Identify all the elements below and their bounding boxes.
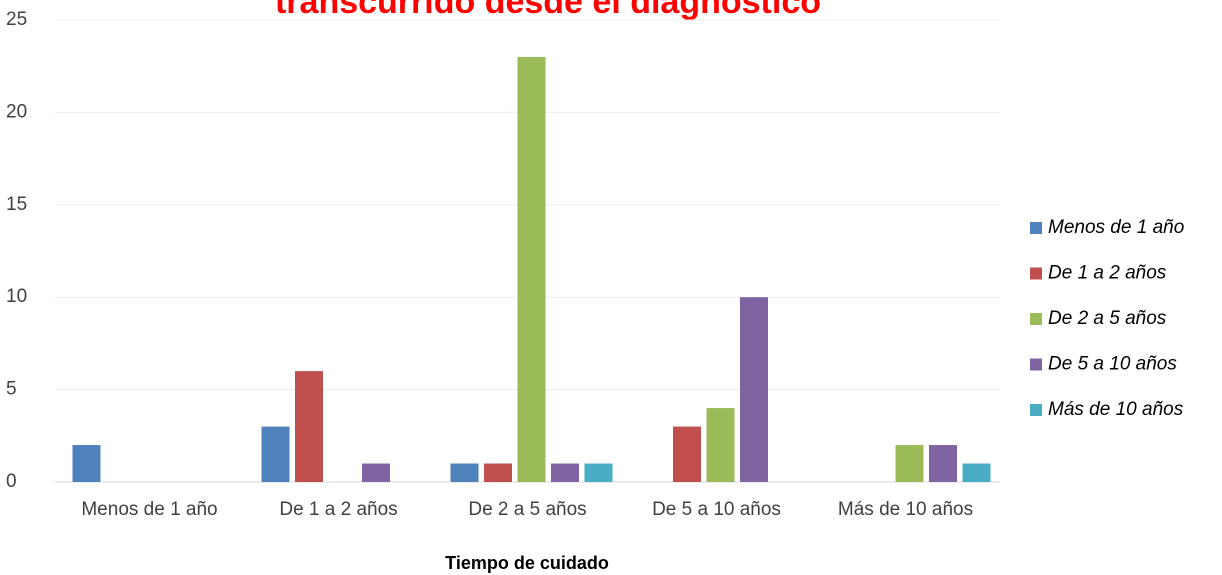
y-tick-label: 10 — [6, 286, 27, 307]
legend-swatch — [1030, 222, 1042, 234]
legend-label: De 1 a 2 años — [1048, 263, 1167, 284]
bar — [551, 463, 579, 482]
legend-swatch — [1030, 404, 1042, 416]
x-tick-label: Menos de 1 año — [81, 499, 217, 520]
bar — [484, 463, 512, 482]
y-tick-label: 25 — [6, 9, 27, 30]
y-tick-label: 5 — [6, 379, 17, 400]
bar — [673, 426, 701, 482]
legend-swatch — [1030, 358, 1042, 371]
bar — [895, 445, 924, 482]
bar — [740, 297, 768, 482]
y-tick-label: 0 — [6, 471, 17, 492]
legend-label: De 5 a 10 años — [1048, 354, 1177, 375]
bar — [362, 463, 390, 482]
y-tick-label: 15 — [6, 194, 27, 215]
bar — [962, 463, 991, 482]
bar — [72, 445, 101, 482]
y-tick-label: 20 — [6, 101, 27, 122]
x-tick-label: De 5 a 10 años — [652, 499, 781, 520]
bar — [450, 463, 479, 482]
legend-label: De 2 a 5 años — [1048, 308, 1167, 329]
bar — [517, 56, 546, 483]
x-tick-label: De 1 a 2 años — [279, 499, 397, 520]
x-tick-label: De 2 a 5 años — [468, 499, 586, 520]
bar — [584, 463, 613, 482]
bar — [706, 408, 735, 482]
legend-label: Menos de 1 año — [1048, 217, 1184, 238]
legend-label: Más de 10 años — [1048, 399, 1184, 420]
bar — [295, 371, 323, 482]
legend: Menos de 1 año De 1 a 2 años De 2 a 5 años… — [1030, 217, 1184, 420]
bar — [929, 445, 957, 482]
chart-title: transcurrido desde el diagnóstico — [275, 0, 821, 21]
legend-swatch — [1030, 313, 1042, 325]
legend-swatch — [1030, 267, 1042, 280]
x-tick-label: Más de 10 años — [838, 499, 973, 520]
bar — [261, 426, 290, 482]
x-axis-title: Tiempo de cuidado — [445, 553, 609, 573]
